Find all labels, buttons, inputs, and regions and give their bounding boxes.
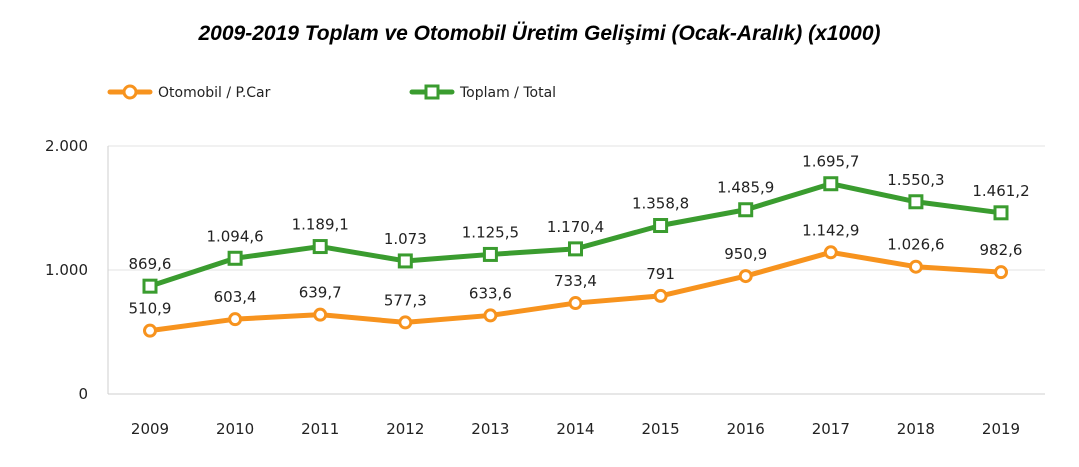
point-s0-2014 bbox=[568, 296, 583, 311]
data-label-s1-2009: 869,6 bbox=[129, 255, 172, 273]
data-label-s0-2017: 1.142,9 bbox=[802, 221, 859, 239]
data-label-s0-2013: 633,6 bbox=[469, 284, 512, 302]
x-tick-label-2019: 2019 bbox=[982, 420, 1020, 438]
point-s1-2011 bbox=[312, 239, 328, 255]
y-tick-label-2: 2.000 bbox=[45, 137, 88, 155]
point-s0-2017 bbox=[823, 245, 838, 260]
legend: Otomobil / P.Car Toplam / Total bbox=[107, 84, 556, 101]
data-label-s1-2016: 1.485,9 bbox=[717, 179, 774, 197]
point-s1-2017 bbox=[823, 176, 839, 192]
point-s1-2018 bbox=[908, 194, 924, 210]
y-tick-label-1: 1.000 bbox=[45, 261, 88, 279]
point-s1-2013 bbox=[482, 246, 498, 262]
data-label-s1-2017: 1.695,7 bbox=[802, 153, 859, 171]
point-s0-2018 bbox=[908, 259, 923, 274]
x-tick-label-2012: 2012 bbox=[386, 420, 424, 438]
data-label-s1-2019: 1.461,2 bbox=[972, 182, 1029, 200]
data-label-s0-2014: 733,4 bbox=[554, 272, 597, 290]
data-label-s0-2011: 639,7 bbox=[299, 284, 342, 302]
point-s0-2015 bbox=[653, 288, 668, 303]
series-line-0 bbox=[147, 249, 1004, 334]
data-label-s1-2013: 1.125,5 bbox=[462, 223, 519, 241]
legend-label-1: Toplam / Total bbox=[459, 85, 556, 101]
point-s0-2013 bbox=[483, 308, 498, 323]
data-label-s1-2018: 1.550,3 bbox=[887, 171, 944, 189]
data-label-s0-2010: 603,4 bbox=[214, 288, 257, 306]
data-label-s0-2018: 1.026,6 bbox=[887, 236, 944, 254]
point-s0-2009 bbox=[143, 323, 157, 338]
data-label-s1-2015: 1.358,8 bbox=[632, 195, 689, 213]
x-tick-label-2015: 2015 bbox=[642, 420, 680, 438]
x-tick-label-2013: 2013 bbox=[471, 420, 509, 438]
data-label-s1-2014: 1.170,4 bbox=[547, 218, 604, 236]
x-tick-label-2018: 2018 bbox=[897, 420, 935, 438]
chart-title: 2009-2019 Toplam ve Otomobil Üretim Geli… bbox=[198, 22, 881, 45]
x-tick-label-2010: 2010 bbox=[216, 420, 254, 438]
y-tick-label-0: 0 bbox=[78, 385, 88, 403]
legend-marker-0 bbox=[122, 84, 138, 100]
x-tick-label-2009: 2009 bbox=[131, 420, 169, 438]
legend-marker-1 bbox=[424, 84, 440, 100]
data-label-s0-2009: 510,9 bbox=[129, 300, 172, 318]
point-s1-2016 bbox=[738, 202, 754, 218]
point-s1-2009 bbox=[142, 278, 158, 294]
data-label-s1-2010: 1.094,6 bbox=[206, 227, 263, 245]
data-label-s0-2015: 791 bbox=[646, 265, 675, 283]
point-s1-2019 bbox=[993, 205, 1009, 221]
x-tick-label-2011: 2011 bbox=[301, 420, 339, 438]
point-s0-2011 bbox=[313, 307, 328, 322]
legend-label-0: Otomobil / P.Car bbox=[158, 85, 271, 101]
data-label-s1-2011: 1.189,1 bbox=[292, 216, 349, 234]
point-s1-2015 bbox=[653, 218, 669, 234]
point-s1-2014 bbox=[568, 241, 583, 257]
point-s0-2012 bbox=[398, 315, 413, 330]
x-tick-label-2014: 2014 bbox=[556, 420, 594, 438]
point-s1-2012 bbox=[397, 253, 413, 269]
data-labels: 510,9 603,4 639,7 577,3 633,6 733,4 791 950,9 1.… bbox=[129, 153, 1030, 318]
data-label-s1-2012: 1.073 bbox=[384, 230, 427, 248]
point-s0-2019 bbox=[994, 265, 1008, 280]
data-label-s0-2016: 950,9 bbox=[724, 245, 767, 263]
x-tick-label-2017: 2017 bbox=[812, 420, 850, 438]
grid bbox=[108, 145, 1045, 271]
axes: 0 1.000 2.000 2009 2010 2011 2012 2013 2014 2015 2… bbox=[45, 137, 1045, 438]
x-tick-label-2016: 2016 bbox=[727, 420, 765, 438]
series-layer bbox=[142, 176, 1009, 338]
point-s0-2016 bbox=[738, 269, 753, 284]
point-s1-2010 bbox=[227, 250, 243, 266]
point-s0-2010 bbox=[228, 312, 243, 327]
data-label-s0-2019: 982,6 bbox=[980, 241, 1023, 259]
data-label-s0-2012: 577,3 bbox=[384, 291, 427, 309]
